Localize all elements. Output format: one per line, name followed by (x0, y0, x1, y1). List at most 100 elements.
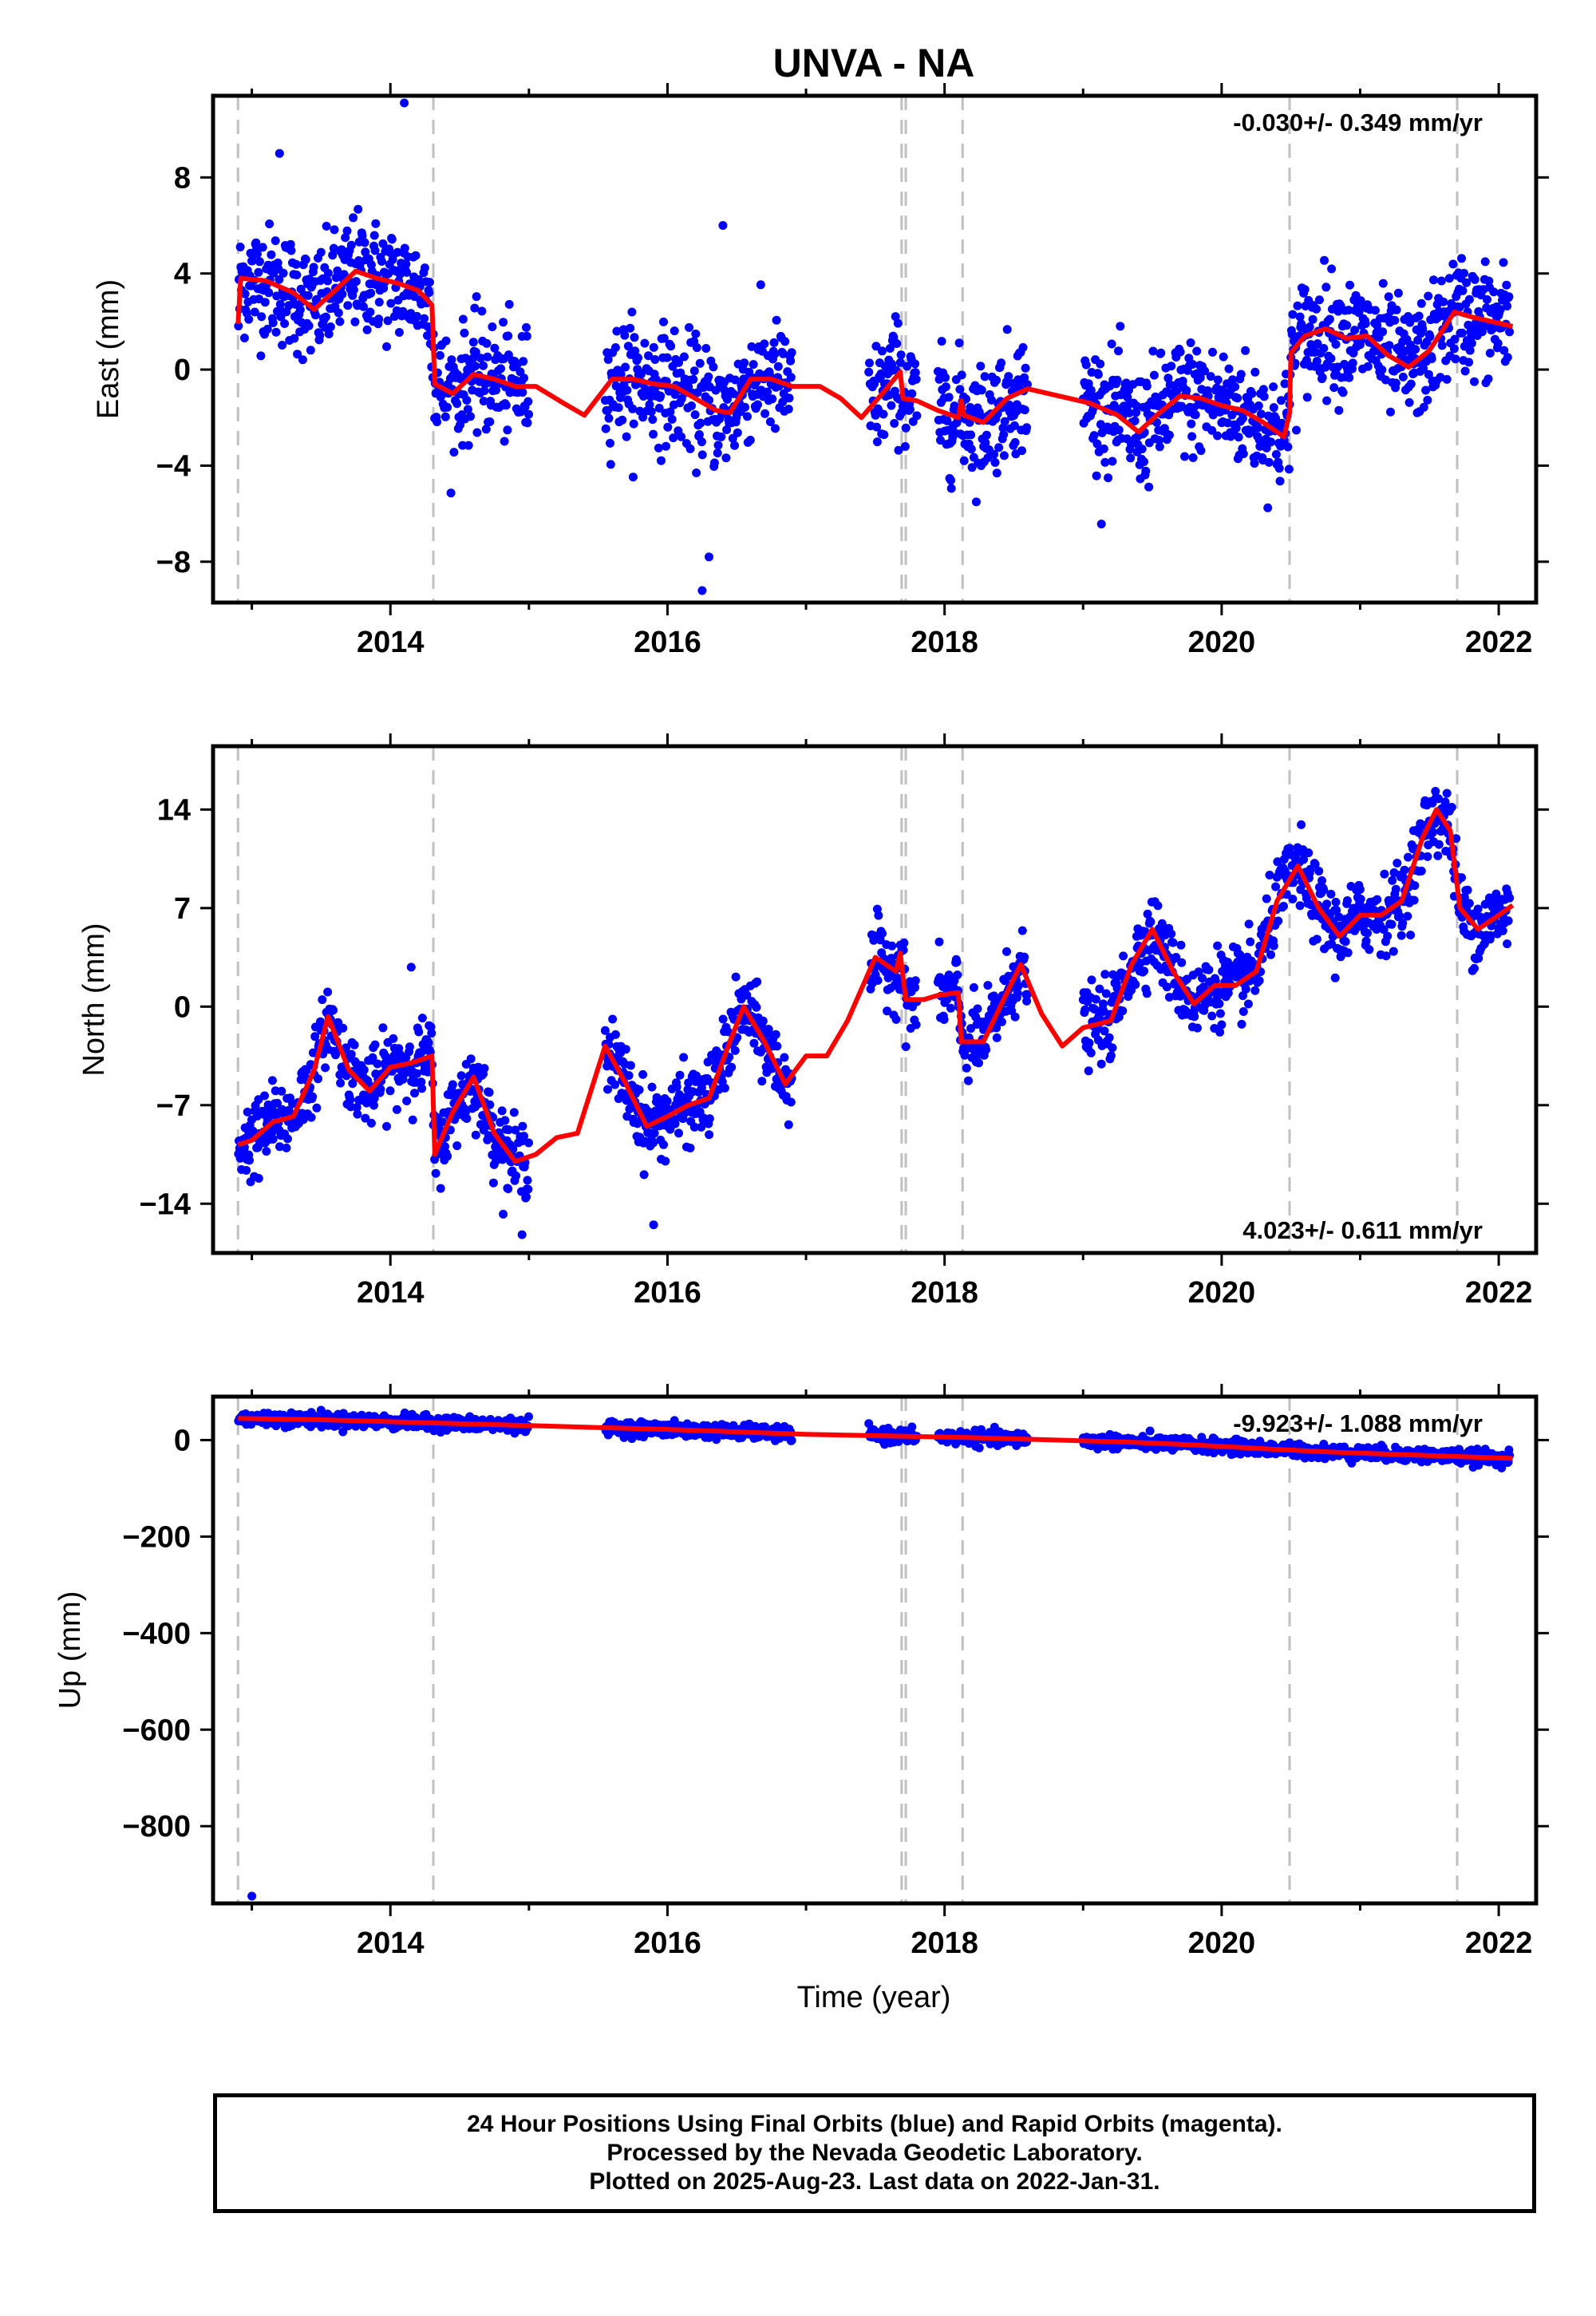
data-point (1391, 378, 1400, 388)
data-point (1254, 976, 1264, 986)
data-point (1092, 471, 1101, 480)
data-point (654, 403, 664, 413)
data-point (912, 411, 922, 421)
data-point (301, 255, 310, 264)
data-point (666, 407, 675, 417)
data-point (1288, 310, 1298, 319)
data-point (786, 1097, 796, 1107)
data-point (1172, 386, 1182, 396)
data-point (1444, 274, 1454, 283)
data-point (417, 1014, 427, 1023)
data-point (992, 375, 1001, 385)
data-point (1196, 446, 1206, 456)
data-point (1338, 388, 1348, 397)
data-point (1206, 372, 1215, 381)
data-point (982, 1045, 991, 1054)
data-point (1473, 904, 1483, 914)
data-point (1000, 417, 1009, 426)
data-point (350, 317, 360, 326)
data-point (476, 354, 485, 363)
data-point (966, 430, 976, 440)
data-point (346, 1095, 355, 1105)
data-point (705, 1114, 714, 1124)
data-point (504, 1184, 513, 1194)
data-point (1345, 373, 1354, 382)
data-point (606, 438, 614, 448)
data-point (756, 280, 765, 290)
data-point (659, 317, 668, 326)
data-point (483, 352, 492, 362)
data-point (346, 1049, 356, 1059)
data-point (1434, 794, 1444, 804)
data-point (629, 419, 638, 429)
data-point (291, 259, 301, 269)
data-point (685, 1144, 695, 1152)
data-point (772, 1041, 782, 1051)
data-point (293, 350, 302, 359)
data-point (349, 213, 358, 223)
data-point (974, 1058, 983, 1068)
data-point (242, 1166, 251, 1175)
data-point (503, 425, 512, 435)
data-point (679, 1053, 689, 1062)
data-point (482, 338, 492, 348)
data-point (743, 412, 752, 421)
data-point (456, 420, 465, 429)
data-point (245, 1156, 254, 1165)
data-point (1266, 950, 1275, 959)
data-point (1223, 418, 1232, 428)
data-point (1108, 456, 1117, 466)
data-point (326, 322, 335, 331)
data-point (244, 314, 254, 324)
data-point (1104, 1033, 1114, 1042)
y-tick-label: −14 (140, 1188, 191, 1221)
data-point (1499, 346, 1509, 355)
data-point (1013, 982, 1023, 991)
data-point (504, 1125, 513, 1135)
data-point (524, 1412, 533, 1421)
data-point (1378, 279, 1388, 288)
data-point (508, 1144, 518, 1154)
data-point (472, 292, 481, 302)
data-point (1140, 457, 1148, 467)
data-point (1419, 364, 1428, 373)
data-point (376, 1085, 385, 1094)
data-point (308, 1092, 318, 1101)
data-point (369, 1093, 379, 1103)
data-point (471, 362, 480, 371)
data-point (1092, 439, 1102, 449)
data-point (523, 1184, 533, 1194)
data-point (1363, 362, 1373, 371)
data-point (1099, 444, 1108, 453)
data-point (1215, 999, 1224, 1009)
data-point (1080, 1005, 1090, 1014)
data-point (634, 1085, 644, 1095)
data-point (1343, 948, 1353, 958)
data-point (1271, 413, 1281, 423)
data-point (1250, 459, 1259, 468)
data-point (1373, 895, 1382, 904)
data-point (666, 342, 676, 351)
data-point (1171, 953, 1181, 962)
data-point (1219, 352, 1228, 362)
data-point (377, 257, 386, 266)
data-point (701, 344, 711, 353)
data-point (424, 1038, 433, 1048)
data-point (1121, 378, 1131, 388)
data-point (1164, 430, 1174, 440)
data-point (763, 387, 772, 397)
data-point (878, 929, 887, 939)
data-point (1498, 926, 1507, 935)
data-point (1361, 319, 1370, 328)
data-point (760, 409, 770, 418)
data-point (1095, 984, 1104, 994)
data-point (612, 326, 622, 336)
data-point (937, 337, 946, 346)
data-point (523, 397, 533, 406)
data-point (786, 373, 796, 382)
data-point (522, 322, 531, 332)
data-point (696, 418, 705, 428)
data-point (887, 941, 897, 951)
data-point (1207, 1011, 1217, 1021)
east-axis-label: East (mm) (92, 279, 125, 419)
